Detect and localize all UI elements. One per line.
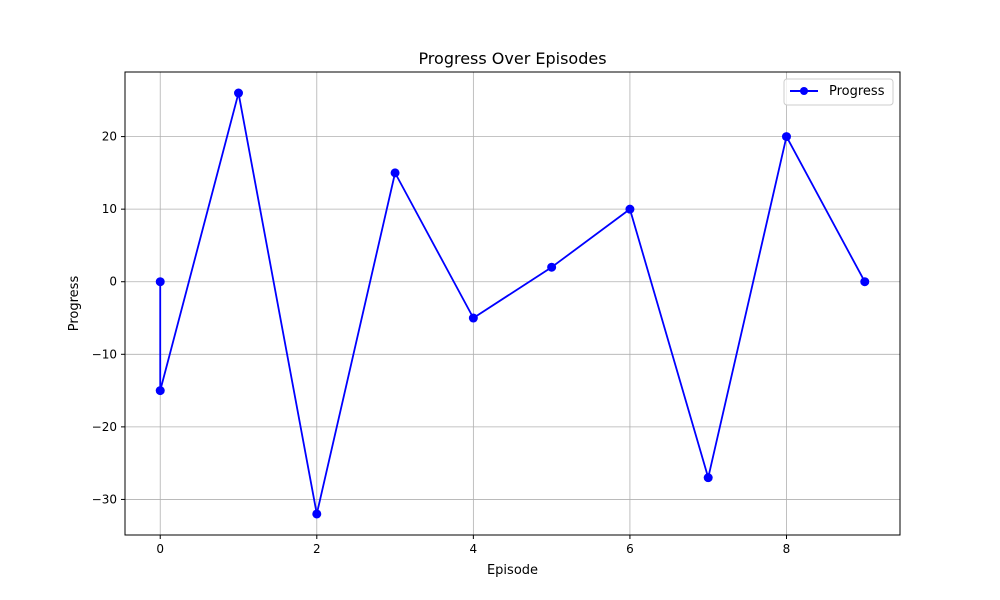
series-layer: [155, 88, 870, 519]
legend-marker-sample: [800, 87, 808, 95]
data-point: [390, 168, 400, 178]
legend-label: Progress: [829, 84, 885, 99]
data-point: [468, 313, 478, 323]
data-point: [312, 509, 322, 519]
axis-ticks: 0 2 4 6 8 −30 −20 −10 0 10 20: [92, 130, 791, 556]
data-point: [155, 277, 165, 287]
x-axis-label: Episode: [487, 563, 538, 578]
x-tick-label: 2: [313, 542, 321, 556]
y-tick-label: 0: [109, 275, 117, 289]
plot-frame: [124, 71, 901, 536]
data-point: [234, 88, 244, 98]
data-point: [155, 386, 165, 396]
legend-box: [783, 78, 894, 106]
x-tick-label: 4: [470, 542, 478, 556]
y-tick-label: 20: [102, 130, 117, 144]
data-point: [781, 132, 791, 142]
data-point: [625, 204, 635, 214]
x-tick-label: 0: [156, 542, 164, 556]
chart-title: Progress Over Episodes: [418, 49, 606, 68]
y-tick-label: −10: [92, 347, 117, 361]
data-point: [860, 277, 870, 287]
x-tick-label: 8: [783, 542, 791, 556]
y-tick-label: −20: [92, 420, 117, 434]
y-tick-label: 10: [102, 202, 117, 216]
y-axis-label: Progress: [67, 276, 82, 332]
y-tick-label: −30: [92, 492, 117, 506]
legend: Progress: [783, 78, 894, 106]
grid: [125, 72, 900, 535]
data-point: [547, 262, 557, 272]
data-point: [703, 473, 713, 483]
x-tick-label: 6: [626, 542, 634, 556]
